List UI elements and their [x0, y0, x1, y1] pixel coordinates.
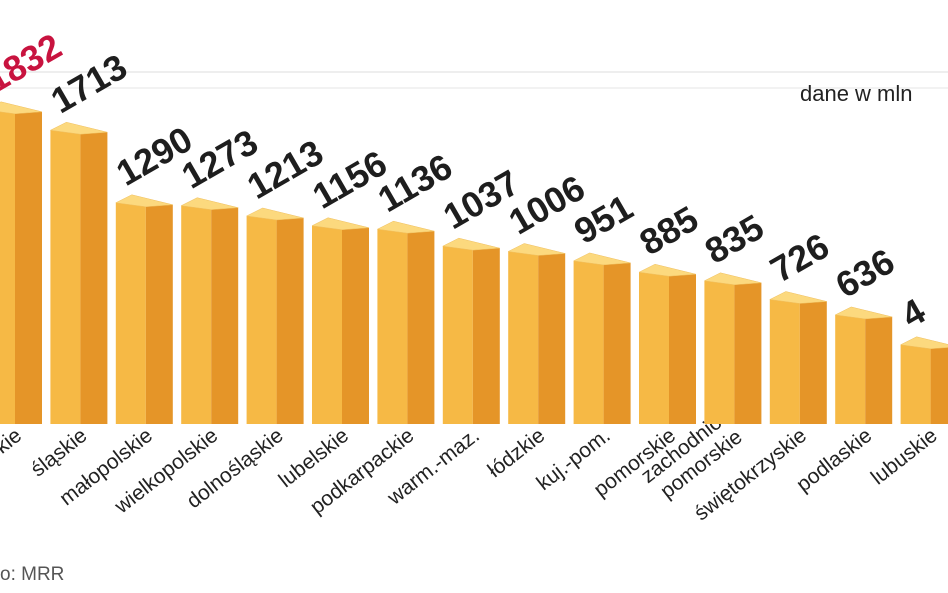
bar-side	[930, 344, 948, 424]
bar-front	[312, 225, 342, 424]
bar-top	[899, 336, 948, 350]
bar-side	[145, 202, 173, 424]
bar-side	[15, 109, 42, 424]
bar-side	[669, 272, 696, 424]
bar-front	[181, 205, 212, 424]
bar-top	[0, 101, 43, 115]
bar-side	[342, 225, 369, 424]
source: o: MRR	[0, 564, 64, 585]
bar-front	[50, 130, 81, 424]
bar-front	[835, 314, 866, 424]
bar-top	[768, 291, 827, 304]
bar-side	[799, 299, 827, 424]
bar-front	[639, 272, 669, 424]
bar-side	[407, 229, 435, 424]
bar-top	[441, 237, 500, 251]
bar-front	[246, 215, 277, 424]
bar-top	[114, 194, 173, 208]
bar-top	[507, 243, 566, 256]
bar-front	[704, 280, 735, 424]
bar-front	[0, 109, 15, 424]
bar-side	[276, 215, 304, 424]
subtitle: dane w mln	[800, 81, 913, 106]
bar-top	[245, 207, 304, 221]
value-label: 885	[633, 198, 706, 264]
x-tick-label: lubuskie	[867, 424, 942, 490]
bar-front	[442, 246, 473, 424]
bar-top	[311, 217, 370, 230]
bar-top	[180, 197, 239, 210]
value-label: 4	[894, 290, 932, 336]
bar-front	[377, 229, 408, 424]
bar-top	[49, 121, 108, 135]
bar-top	[638, 263, 697, 277]
bar-top	[834, 306, 893, 320]
value-label: 835	[698, 206, 771, 272]
bar-top	[703, 272, 762, 286]
value-label: 636	[829, 240, 902, 306]
bar-top	[572, 252, 631, 266]
bar-side	[865, 314, 893, 424]
bar-front	[900, 344, 931, 424]
bar-front	[769, 299, 800, 424]
bar-side	[472, 246, 500, 424]
bar-side	[734, 280, 762, 424]
value-label: 726	[763, 225, 836, 291]
bar-side	[603, 260, 631, 424]
x-tick-label: ckie	[0, 424, 26, 465]
bar-front	[508, 251, 539, 424]
bar-top	[376, 220, 435, 234]
bar-side	[211, 205, 239, 424]
bar-side	[80, 130, 108, 424]
bar-side	[538, 251, 566, 424]
bar-front	[115, 202, 146, 424]
bar-front	[573, 260, 604, 424]
